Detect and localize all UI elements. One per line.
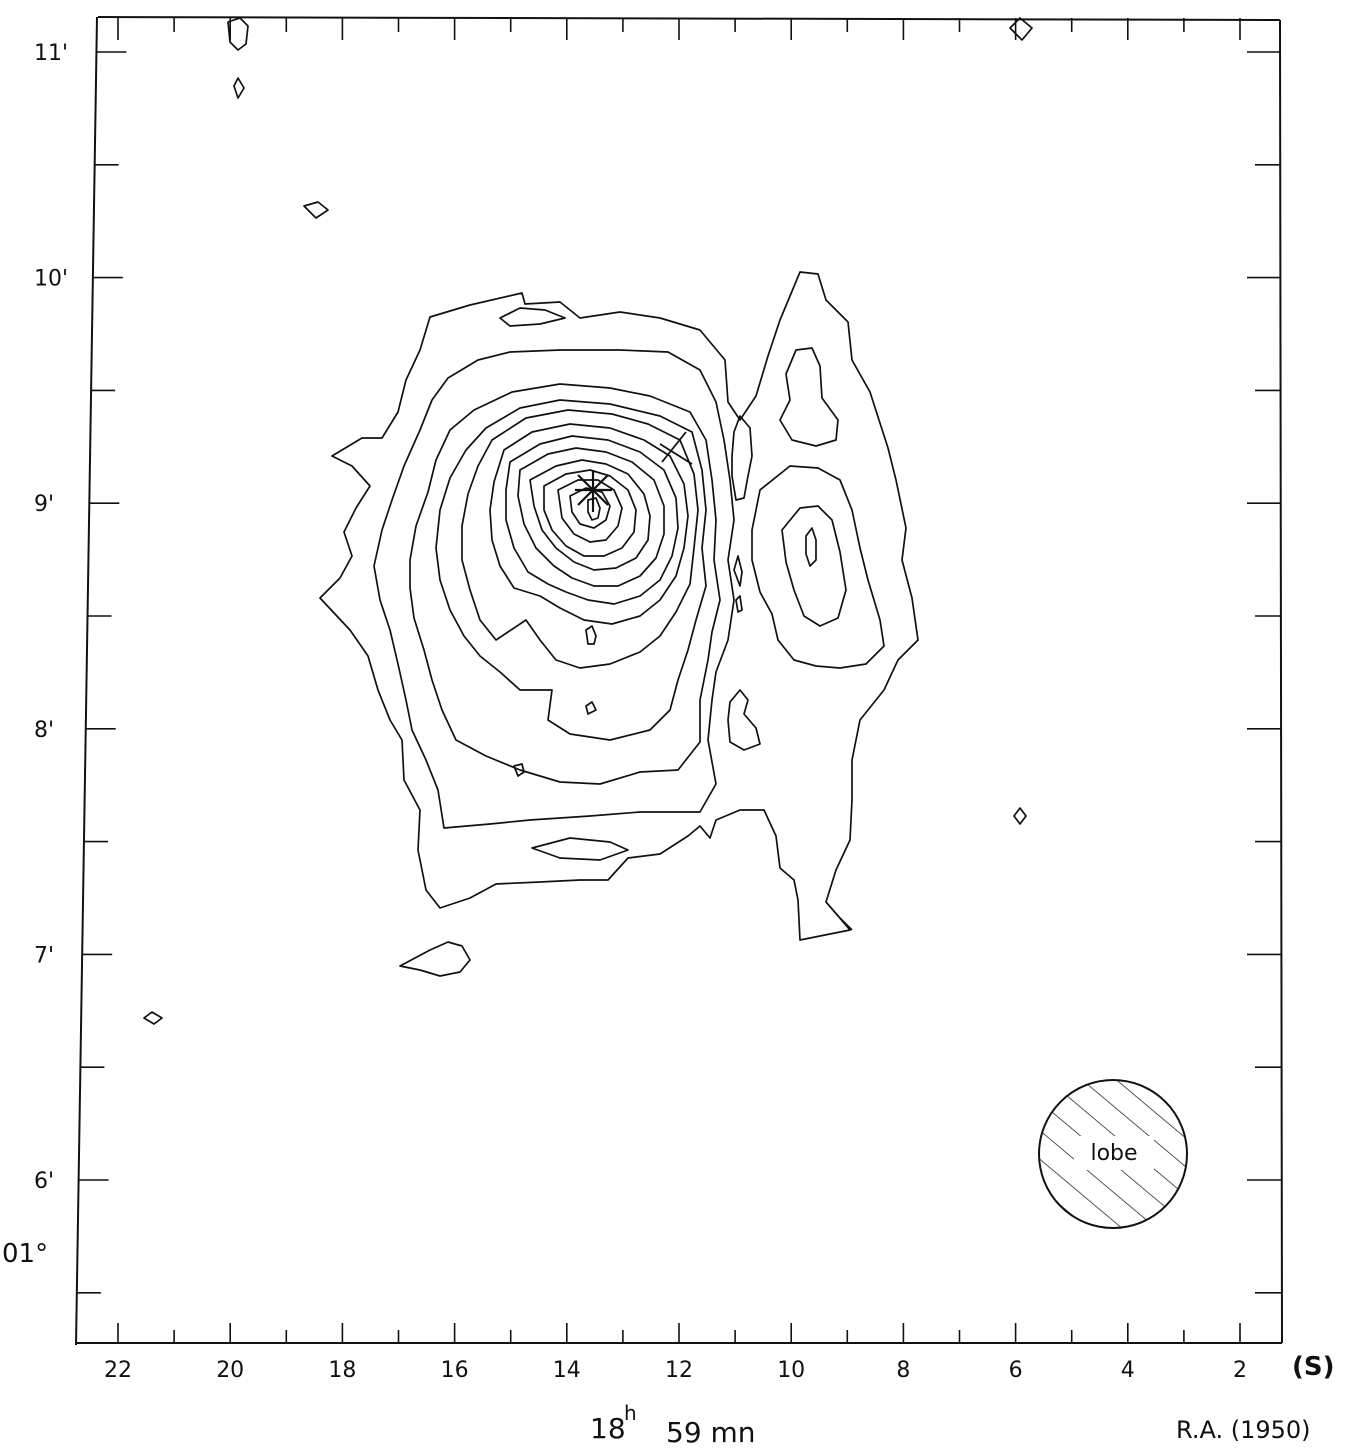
x-tick-label: 14 bbox=[553, 1358, 581, 1383]
x-tick-label: 12 bbox=[665, 1358, 693, 1383]
x-caption-minutes: 59 mn bbox=[666, 1416, 756, 1449]
contour-island-16 bbox=[1013, 807, 1027, 825]
contour-ring-6 bbox=[489, 423, 689, 625]
contour-ring-7 bbox=[505, 435, 679, 605]
y-tick-label: 8' bbox=[34, 718, 54, 743]
contour-island-11 bbox=[143, 1011, 163, 1025]
contour-island-7 bbox=[585, 701, 597, 715]
x-caption-hours: 18 bbox=[590, 1412, 626, 1445]
dec-degree-label: 01° bbox=[2, 1239, 48, 1269]
x-system-label: R.A. (1950) bbox=[1176, 1416, 1311, 1444]
contour-ring-9 bbox=[529, 459, 651, 571]
contour-island-13 bbox=[227, 17, 249, 51]
x-axis-caption: 18 h 59 mn bbox=[590, 1401, 756, 1449]
contour-island-5 bbox=[499, 307, 566, 327]
x-tick-label: 4 bbox=[1121, 1358, 1135, 1383]
contour-island-15 bbox=[1009, 17, 1033, 41]
contour-lines bbox=[143, 17, 1033, 1025]
contour-island-8 bbox=[513, 763, 525, 777]
contour-outer bbox=[319, 271, 919, 941]
y-tick-labels: 11' 10' 9' 8' 7' 6' bbox=[34, 41, 68, 1194]
contour-island-14 bbox=[233, 77, 245, 99]
contour-island-12 bbox=[303, 201, 329, 219]
cross-marker bbox=[659, 431, 693, 465]
y-tick-label: 11' bbox=[34, 41, 68, 66]
x-caption-hours-sup: h bbox=[624, 1401, 637, 1425]
y-tick-label: 6' bbox=[34, 1169, 54, 1194]
contour-island-3 bbox=[735, 595, 743, 613]
x-tick-label: 8 bbox=[896, 1358, 910, 1383]
contour-tail bbox=[825, 901, 853, 931]
x-tick-label: 16 bbox=[441, 1358, 469, 1383]
contour-right-core bbox=[805, 527, 817, 567]
y-ticks bbox=[76, 51, 1281, 1294]
x-tick-label: 22 bbox=[104, 1358, 132, 1383]
contour-island-10 bbox=[399, 941, 471, 977]
x-ticks bbox=[117, 18, 1241, 1343]
contour-ring-5 bbox=[461, 409, 699, 669]
x-tick-labels: 22 20 18 16 14 12 10 8 6 4 2 bbox=[104, 1358, 1247, 1383]
contour-island-2 bbox=[733, 555, 743, 587]
contour-ring-8 bbox=[517, 447, 665, 587]
y-tick-label: 9' bbox=[34, 492, 54, 517]
x-tick-label: 18 bbox=[328, 1358, 356, 1383]
contour-ring-11 bbox=[557, 479, 623, 543]
contour-island-1 bbox=[731, 415, 753, 501]
contour-right-top bbox=[779, 347, 839, 447]
contour-island-4 bbox=[727, 689, 761, 751]
contour-right-outer bbox=[751, 465, 885, 669]
x-tick-label: 10 bbox=[777, 1358, 805, 1383]
beam-lobe: lobe bbox=[1038, 1079, 1188, 1229]
x-tick-label: 6 bbox=[1009, 1358, 1023, 1383]
y-tick-label: 7' bbox=[34, 943, 54, 968]
contour-ring-3 bbox=[409, 383, 721, 785]
contour-ring-10 bbox=[543, 469, 637, 557]
beam-label: lobe bbox=[1090, 1141, 1137, 1166]
x-unit-label: (S) bbox=[1292, 1352, 1335, 1382]
x-tick-label: 20 bbox=[216, 1358, 244, 1383]
contour-peak bbox=[587, 497, 601, 521]
contour-island-9 bbox=[531, 837, 629, 861]
y-tick-label: 10' bbox=[34, 267, 68, 292]
contour-island-6 bbox=[585, 625, 597, 645]
contour-right-ring bbox=[781, 505, 847, 627]
peak-star-marker bbox=[575, 470, 612, 512]
contour-ring-2 bbox=[373, 349, 735, 829]
x-tick-label: 2 bbox=[1233, 1358, 1247, 1383]
contour-ring-4 bbox=[435, 399, 707, 741]
